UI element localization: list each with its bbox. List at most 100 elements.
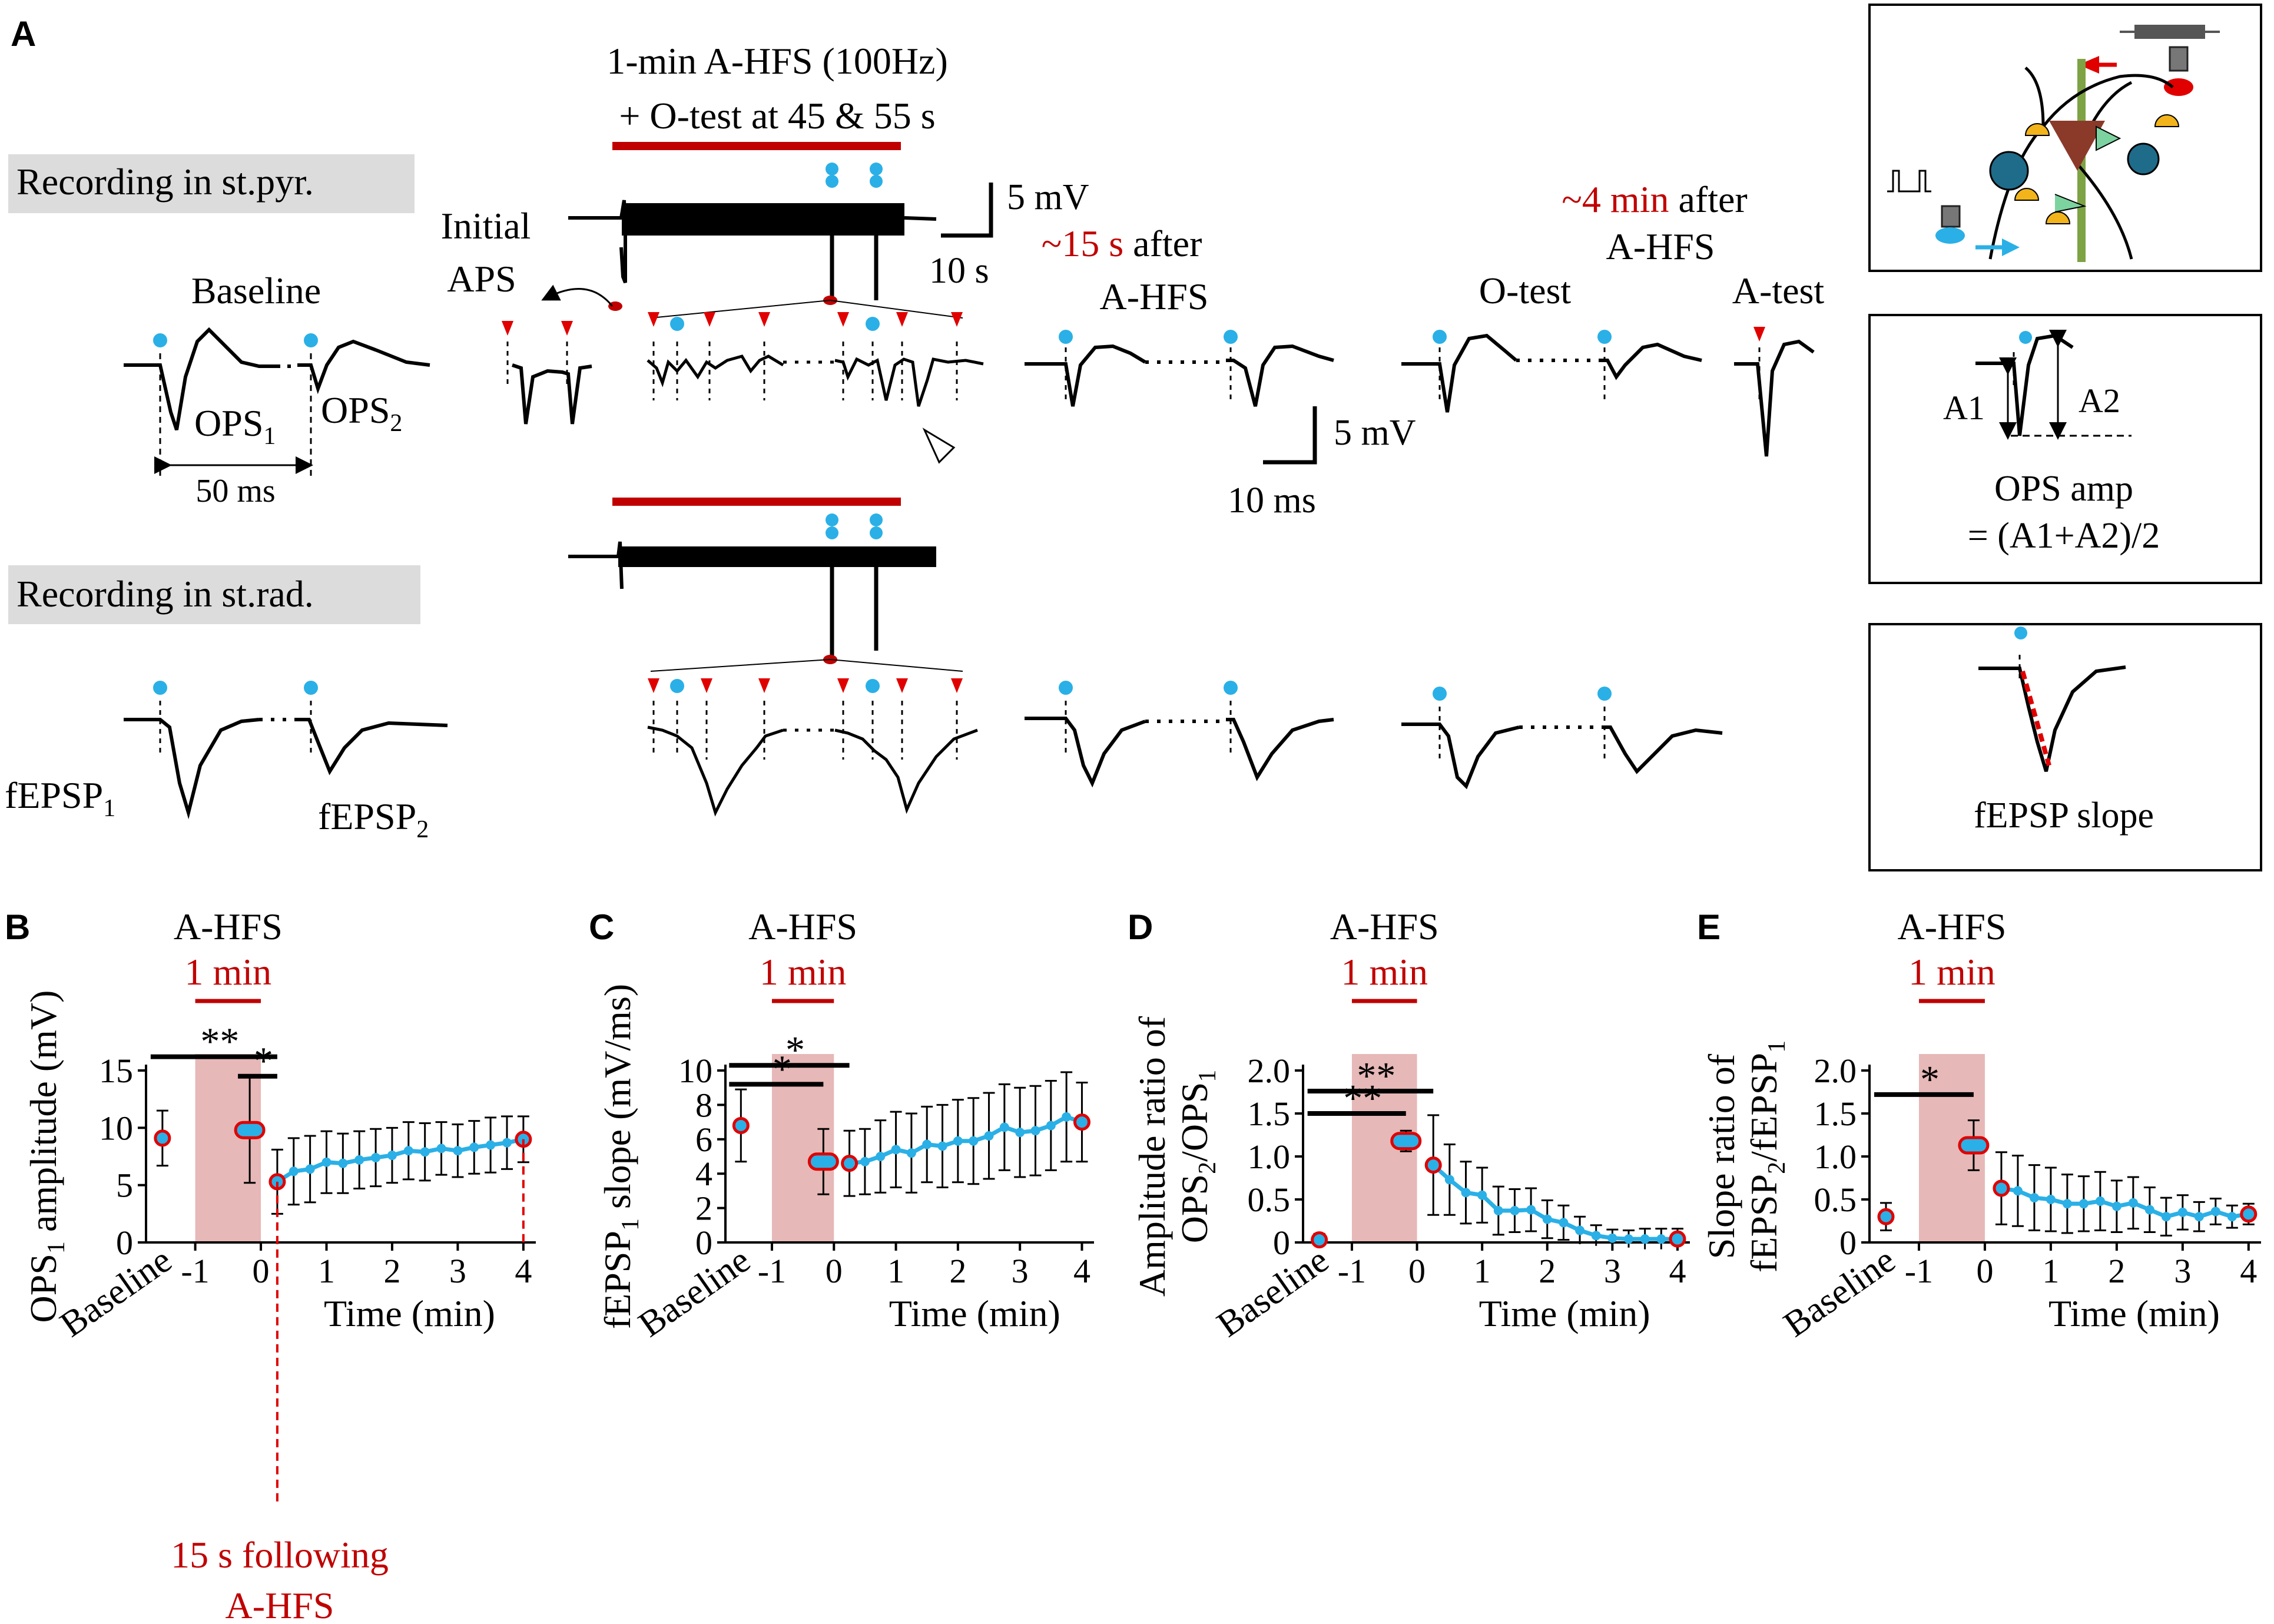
series-point [469, 1142, 479, 1152]
y-label-part: slope (mV/ms) [596, 984, 638, 1218]
series-point [969, 1136, 979, 1146]
significance-label: ** [1357, 1055, 1395, 1098]
x-tick-label: -1 [181, 1252, 209, 1290]
open-arrowhead [922, 427, 956, 464]
series-point [922, 1139, 932, 1149]
significance-label: ** [200, 1020, 239, 1063]
series-point [371, 1152, 381, 1162]
x-tick-label: 4 [1073, 1252, 1090, 1290]
x-tick-label: 4 [515, 1252, 532, 1290]
annotation-line1: 15 s following [171, 1534, 389, 1576]
scale-fast-t: 10 ms [1228, 480, 1316, 521]
x-tick-label: 3 [1604, 1252, 1621, 1290]
series-point [2161, 1212, 2171, 1222]
inset-ops-amp-1: OPS amp [1994, 469, 2133, 509]
series-point [1591, 1231, 1601, 1241]
o-test-header: O-test [1479, 270, 1572, 311]
series-line [276, 1137, 524, 1184]
series-point [2079, 1199, 2089, 1209]
a-test-trace-pyr [1734, 339, 1815, 457]
hfs-trace-pyr [647, 342, 984, 407]
slow-trace-pyr [568, 163, 963, 319]
y-label-part: OPS [1174, 1174, 1215, 1243]
x-tick-label: 1 [2042, 1252, 2059, 1290]
panel-label-e: E [1697, 907, 1721, 947]
series-point [1461, 1188, 1471, 1198]
x-axis-label: Time (min) [1479, 1292, 1650, 1334]
series-point [876, 1152, 886, 1161]
series-point [321, 1157, 332, 1167]
series-point [1623, 1234, 1633, 1244]
chart-subtitle: 1 min [760, 951, 847, 993]
rec-rad-label: Recording in st.rad. [16, 573, 314, 615]
series-point [305, 1164, 315, 1174]
inset-a2: A2 [2079, 382, 2120, 420]
y-label-part: fEPSP [596, 1231, 638, 1329]
series-point-endpoint [1073, 1113, 1090, 1131]
series-point [2111, 1201, 2121, 1211]
light-marker [866, 679, 880, 693]
chart-subtitle: 1 min [1908, 951, 1995, 993]
series-point [420, 1147, 430, 1157]
series-point [953, 1136, 963, 1146]
x-tick-label: 1 [318, 1252, 335, 1290]
fepsp1-label: fEPSP1 [5, 774, 115, 822]
scale-bar-slow [941, 183, 993, 238]
initial-aps-trace [506, 342, 592, 425]
x-tick-label: 2 [2108, 1252, 2125, 1290]
series-point [354, 1155, 364, 1165]
series-point [2029, 1193, 2039, 1203]
rec-pyr-label: Recording in st.pyr. [16, 161, 314, 203]
series-point [2013, 1186, 2023, 1196]
light-marker [1224, 681, 1238, 695]
slow-trace-rad [568, 513, 963, 672]
protocol-line1: 1-min A-HFS (100Hz) [606, 40, 948, 82]
after15-trace-pyr [1025, 344, 1334, 407]
x-tick-label: -1 [1905, 1252, 1933, 1290]
baseline-trace-pyr [124, 327, 430, 477]
y-label-sub: 1 [617, 1218, 644, 1231]
hfs-stim-markers-rad [648, 678, 963, 693]
light-marker [1597, 687, 1612, 701]
series-point [891, 1145, 901, 1155]
series-point [1575, 1225, 1585, 1235]
chart-title: A-HFS [1330, 906, 1439, 947]
x-tick-label: -1 [758, 1252, 786, 1290]
scale-bar-fast [1263, 406, 1317, 465]
baseline-point [154, 1129, 171, 1147]
y-label-sub: 1 [1763, 1040, 1791, 1053]
y-tick-label: 2.0 [1814, 1052, 1857, 1090]
panel-label-a: A [11, 14, 36, 54]
series-point [338, 1158, 348, 1168]
series-point [906, 1148, 916, 1158]
series-point [984, 1131, 994, 1141]
x-tick-label: 0 [1408, 1252, 1426, 1290]
after15-header-2: A-HFS [1100, 276, 1209, 317]
y-tick-label: 1.0 [1814, 1138, 1857, 1176]
hfs-shade [195, 1054, 261, 1242]
baseline-point [732, 1116, 750, 1134]
hfs-trace-rad [647, 701, 978, 817]
protocol-line2: + O-test at 45 & 55 s [619, 95, 935, 137]
light-marker [153, 333, 167, 347]
series-point [1015, 1128, 1025, 1138]
series-point-endpoint [1993, 1179, 2010, 1197]
series-point [1542, 1214, 1552, 1224]
y-axis-label-line2: fEPSP2/fEPSP1 [1743, 1040, 1791, 1272]
series-point-endpoint [841, 1155, 858, 1172]
after15-header: ~15 s after [1042, 223, 1202, 264]
y-tick-label: 0.5 [1248, 1181, 1291, 1219]
series-point [387, 1151, 397, 1161]
scale-slow-t: 10 s [929, 251, 989, 291]
y-label-part: amplitude (mV) [22, 990, 64, 1242]
y-tick-label: 2 [695, 1189, 712, 1228]
y-label-part: /OPS [1174, 1082, 1215, 1162]
y-axis-label: OPS1 amplitude (mV) [22, 990, 70, 1323]
chart-title: A-HFS [174, 906, 283, 947]
inset-fepsp-slope [1868, 623, 2262, 871]
series-point [2227, 1212, 2237, 1222]
y-axis-label-line2: OPS2/OPS1 [1174, 1070, 1221, 1244]
hfs-point [1390, 1132, 1422, 1151]
